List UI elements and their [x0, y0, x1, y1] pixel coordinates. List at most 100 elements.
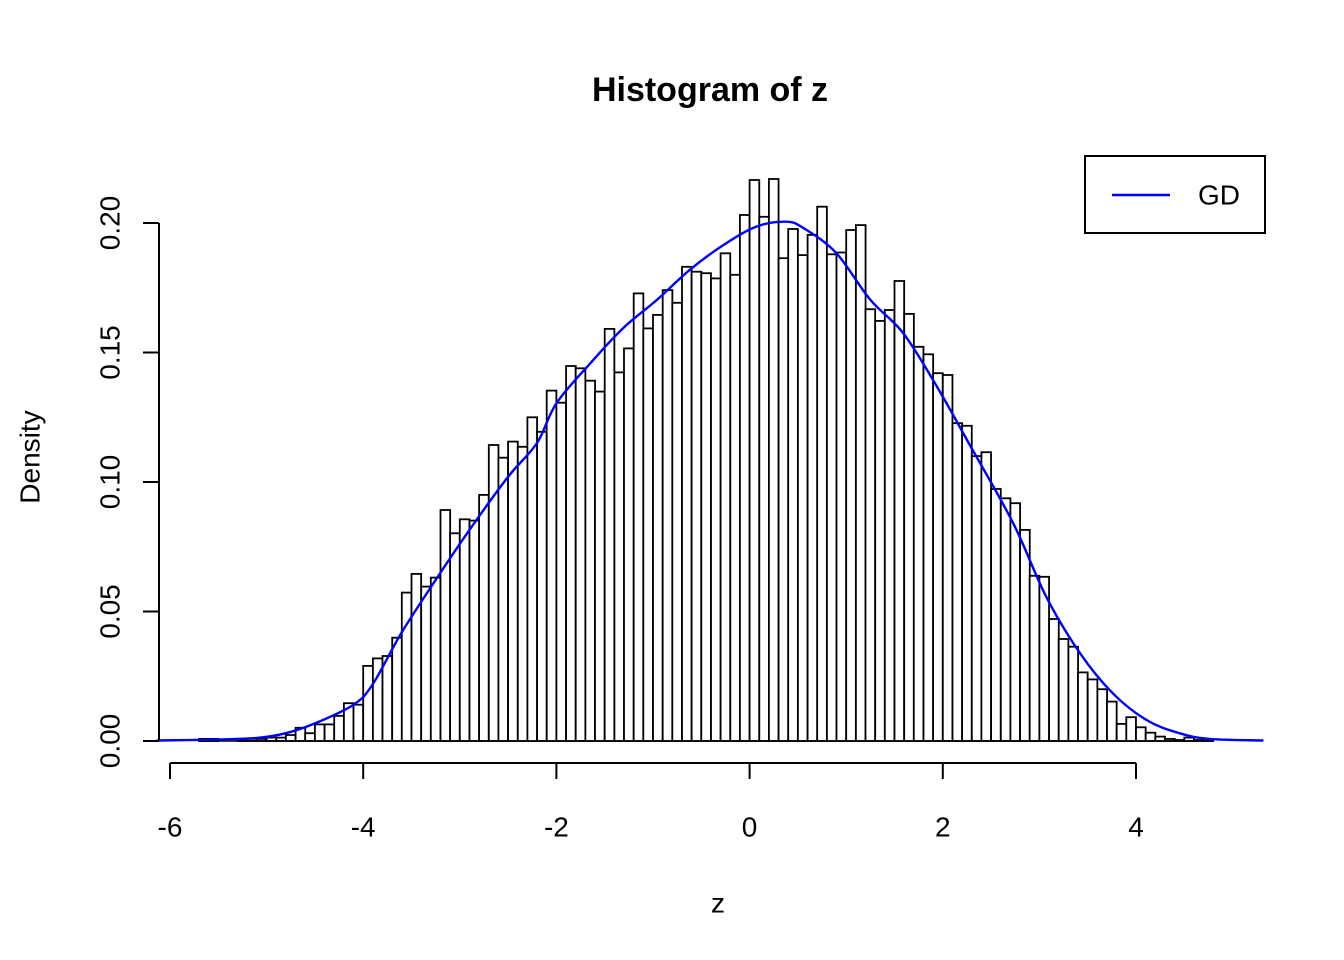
histogram-bar [526, 416, 538, 742]
histogram-bar [487, 444, 500, 742]
histogram-bar [362, 665, 374, 742]
histogram-bar [1048, 618, 1060, 742]
histogram-bar [903, 312, 915, 742]
histogram-bar [826, 253, 838, 742]
histogram-bar [410, 573, 423, 742]
histogram-bar [400, 591, 413, 742]
histogram-bar [739, 214, 751, 742]
histogram-bar [1096, 688, 1108, 742]
density-curve [156, 220, 1264, 742]
histogram-bar [806, 233, 819, 742]
histogram-bar [313, 723, 326, 742]
histogram-bar [594, 390, 606, 742]
histogram-bar [883, 309, 896, 742]
histogram-bar [1086, 678, 1099, 742]
histogram-bar [497, 456, 509, 742]
legend: GD [1084, 155, 1266, 234]
histogram-bar [565, 365, 577, 742]
histogram-bar [797, 254, 809, 742]
x-tick-label: -2 [544, 812, 569, 843]
y-axis: 0.00 0.05 0.10 0.15 0.20 [95, 196, 160, 769]
histogram-bar [980, 451, 992, 742]
histogram-bar [922, 353, 935, 742]
histogram-bar [478, 493, 490, 742]
histogram-bar [719, 252, 732, 742]
histogram-bar [1028, 574, 1041, 742]
histogram-bar [758, 215, 770, 742]
histogram-bar [912, 345, 925, 742]
x-axis: -6 -4 -2 0 2 4 [158, 762, 1144, 843]
histogram-bar [613, 371, 625, 742]
histogram-bar [391, 636, 403, 742]
histogram-bar [352, 703, 365, 742]
histogram-bar [729, 273, 741, 742]
histogram-bar [777, 257, 790, 742]
histogram-bar [835, 251, 848, 742]
histogram-bar [449, 532, 461, 742]
histogram-bar [1019, 529, 1031, 742]
histogram-bar [951, 422, 964, 742]
legend-label: GD [1198, 180, 1240, 211]
histogram-bar [1057, 638, 1070, 742]
x-axis-label: z [711, 888, 725, 919]
x-tick-label: -4 [351, 812, 376, 843]
histogram-bar [333, 715, 345, 742]
histogram-bar [1067, 645, 1079, 742]
histogram-bar [1144, 731, 1157, 742]
x-tick-label: 0 [742, 812, 758, 843]
y-axis-label: Density [15, 410, 46, 503]
histogram-bar [304, 732, 316, 742]
histogram-bar [990, 488, 1002, 742]
histogram-bar [458, 518, 471, 742]
histogram-bar [999, 497, 1012, 742]
histogram-bar [516, 445, 529, 742]
histogram-bar [661, 289, 674, 742]
histogram-bar [1125, 716, 1137, 742]
histogram-bar [1115, 723, 1128, 742]
histogram-bar [845, 229, 857, 742]
histogram-bar [642, 327, 654, 742]
histogram-bar [961, 424, 973, 742]
y-tick-label: 0.05 [95, 584, 126, 639]
x-tick-label: -6 [158, 812, 183, 843]
histogram-bar [671, 301, 683, 742]
histogram-bars [198, 178, 1215, 742]
histogram-bar [536, 430, 548, 742]
histogram-bar [623, 347, 635, 742]
y-tick-label: 0.10 [95, 455, 126, 510]
chart-title: Histogram of z [592, 71, 828, 109]
histogram-bar [816, 205, 828, 742]
x-tick-label: 4 [1128, 812, 1144, 843]
histogram-bar [710, 277, 722, 742]
y-tick-label: 0.00 [95, 714, 126, 769]
histogram-bar [690, 270, 703, 742]
histogram-bar [574, 367, 587, 742]
histogram-bar [932, 372, 944, 742]
histogram-bar [507, 440, 519, 742]
histogram-bar [1135, 726, 1147, 742]
histogram-bar [429, 576, 442, 742]
histogram-bar [1009, 502, 1021, 742]
histogram-bar [284, 734, 297, 742]
histogram-bar [787, 228, 799, 742]
histogram-bar [545, 389, 558, 742]
histogram-bar [893, 280, 906, 742]
histogram-bar [420, 585, 432, 742]
histogram-bar [1106, 700, 1118, 742]
histogram-bar [1077, 671, 1089, 742]
histogram-bar [468, 519, 481, 742]
histogram-bar [748, 179, 761, 742]
histogram-bar [768, 178, 780, 742]
histogram-bar [555, 401, 567, 742]
histogram-bar [603, 327, 616, 742]
histogram-bar [855, 224, 867, 742]
y-tick-label: 0.15 [95, 325, 126, 380]
histogram-bar [681, 265, 693, 742]
histogram-bar [700, 272, 712, 742]
histogram-bar [652, 313, 664, 742]
histogram-bar [941, 374, 954, 742]
histogram-bar [381, 655, 394, 742]
histogram-bar [632, 292, 645, 742]
